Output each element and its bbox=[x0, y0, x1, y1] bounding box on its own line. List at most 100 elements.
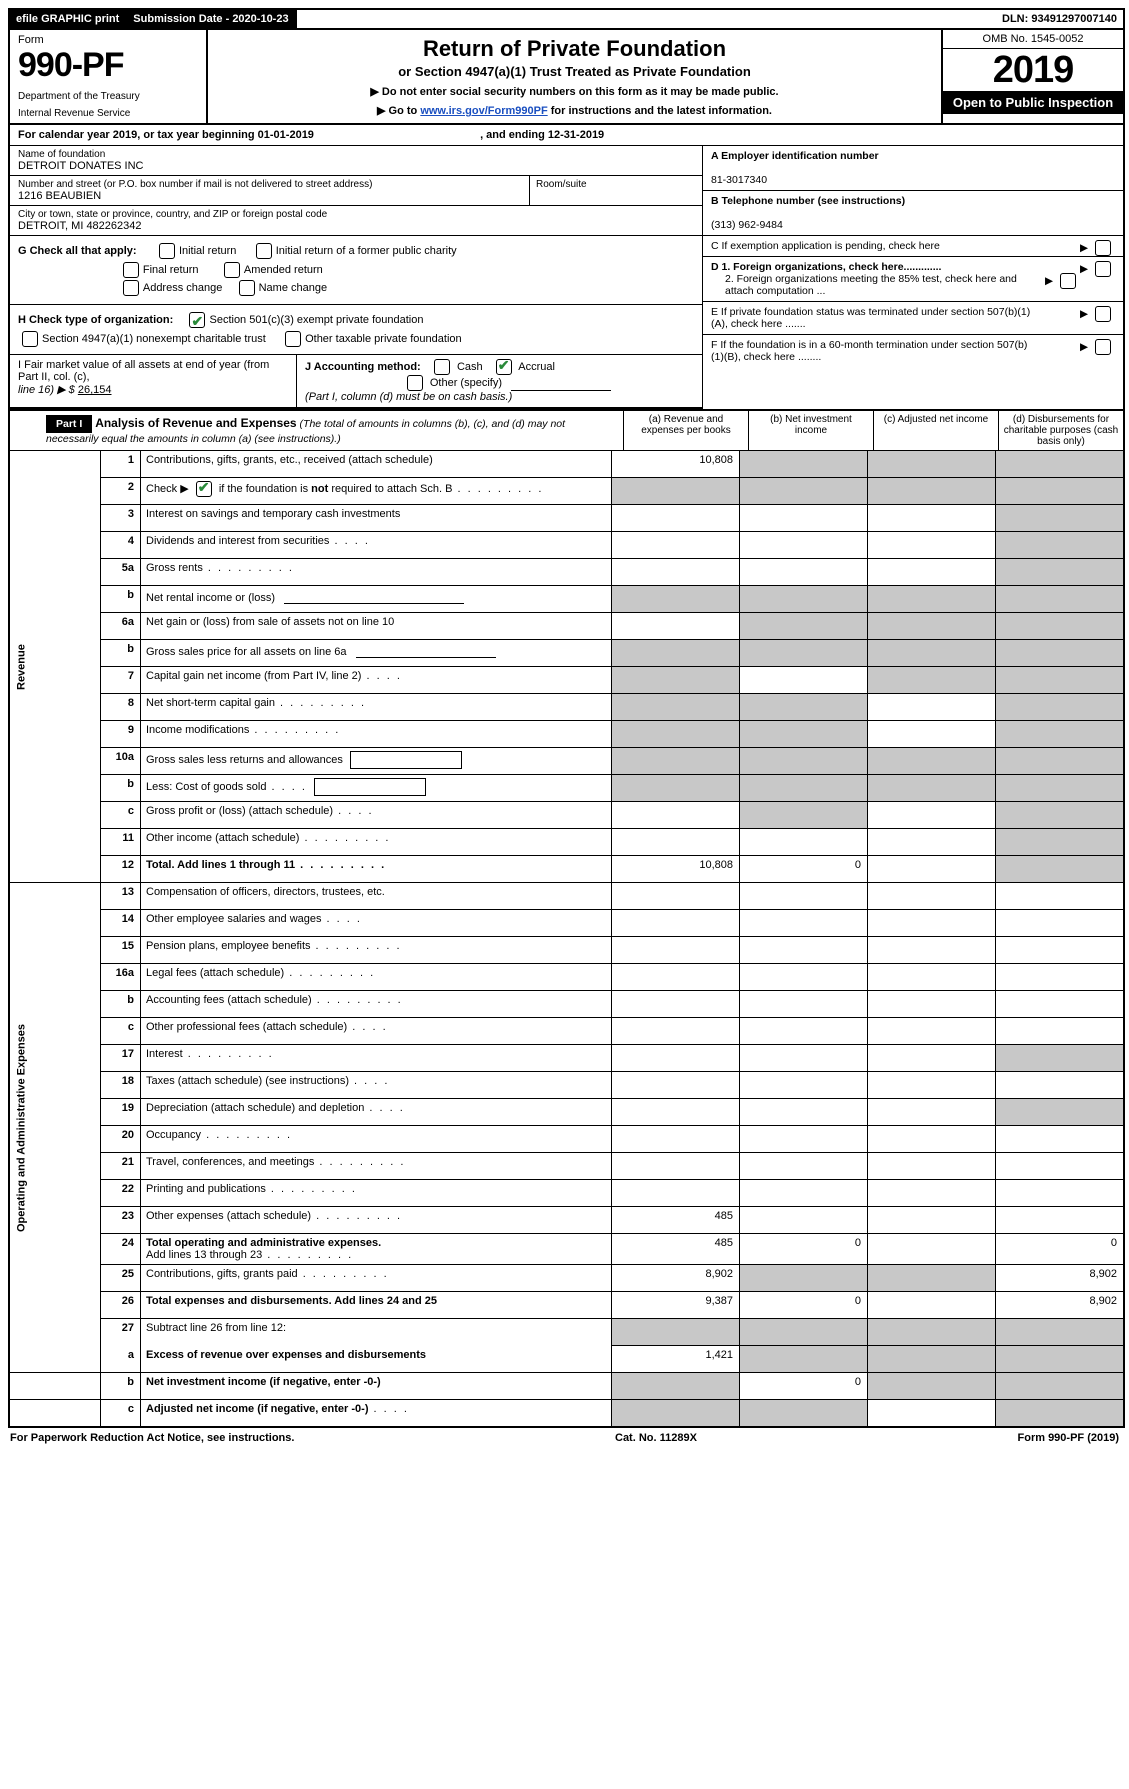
row-27a: aExcess of revenue over expenses and dis… bbox=[10, 1346, 1123, 1373]
calendar-year-row: For calendar year 2019, or tax year begi… bbox=[10, 125, 1123, 146]
l19-t: Depreciation (attach schedule) and deple… bbox=[146, 1102, 364, 1114]
h-o1: Section 501(c)(3) exempt private foundat… bbox=[209, 314, 423, 326]
c-label: C If exemption application is pending, c… bbox=[711, 240, 940, 252]
l9-t: Income modifications bbox=[146, 724, 249, 736]
instr-post: for instructions and the latest informat… bbox=[548, 105, 772, 117]
phone-box: B Telephone number (see instructions) (3… bbox=[703, 191, 1123, 236]
part1-header-row: Part I Analysis of Revenue and Expenses … bbox=[10, 409, 1123, 450]
l7-t: Capital gain net income (from Part IV, l… bbox=[146, 670, 361, 682]
l23-desc: Other expenses (attach schedule) bbox=[141, 1207, 612, 1234]
row-8: 8Net short-term capital gain bbox=[10, 694, 1123, 721]
side-revenue: Revenue bbox=[10, 451, 101, 883]
l19-desc: Depreciation (attach schedule) and deple… bbox=[141, 1099, 612, 1126]
l12-b: 0 bbox=[740, 856, 868, 883]
i-j-row: I Fair market value of all assets at end… bbox=[10, 355, 702, 409]
l4-t: Dividends and interest from securities bbox=[146, 535, 329, 547]
row-13: Operating and Administrative Expenses 13… bbox=[10, 883, 1123, 910]
h-label: H Check type of organization: bbox=[18, 314, 173, 326]
l13-desc: Compensation of officers, directors, tru… bbox=[141, 883, 612, 910]
row-6a: 6aNet gain or (loss) from sale of assets… bbox=[10, 613, 1123, 640]
irs-link[interactable]: www.irs.gov/Form990PF bbox=[420, 105, 547, 117]
f-box: F If the foundation is in a 60-month ter… bbox=[703, 335, 1123, 367]
l6b-desc: Gross sales price for all assets on line… bbox=[141, 640, 612, 667]
l10a-input[interactable] bbox=[350, 751, 462, 769]
h-section: H Check type of organization: Section 50… bbox=[10, 305, 702, 355]
b-label: B Telephone number (see instructions) bbox=[711, 195, 905, 207]
foundation-name-box: Name of foundation DETROIT DONATES INC bbox=[10, 146, 702, 176]
dln: DLN: 93491297007140 bbox=[996, 10, 1123, 28]
header-right: OMB No. 1545-0052 2019 Open to Public In… bbox=[941, 30, 1123, 123]
cb-address-change[interactable] bbox=[123, 280, 139, 296]
form-number: 990-PF bbox=[18, 46, 198, 85]
cat-no: Cat. No. 11289X bbox=[615, 1432, 697, 1444]
cb-initial-return[interactable] bbox=[159, 243, 175, 259]
row-10a: 10aGross sales less returns and allowanc… bbox=[10, 748, 1123, 775]
col-a-head: (a) Revenue and expenses per books bbox=[623, 411, 748, 450]
row-24: 24Total operating and administrative exp… bbox=[10, 1234, 1123, 1265]
l27-desc: Subtract line 26 from line 12: bbox=[141, 1319, 612, 1346]
j-box: J Accounting method: Cash Accrual Other … bbox=[297, 355, 702, 407]
l5b-input[interactable] bbox=[284, 589, 464, 604]
form-990pf: efile GRAPHIC print Submission Date - 20… bbox=[8, 8, 1125, 1428]
e-label: E If private foundation status was termi… bbox=[711, 306, 1031, 330]
cb-other-tax[interactable] bbox=[285, 331, 301, 347]
l1-a: 10,808 bbox=[612, 451, 740, 478]
cb-85pct[interactable] bbox=[1060, 273, 1076, 289]
cb-4947[interactable] bbox=[22, 331, 38, 347]
h-o2: Section 4947(a)(1) nonexempt charitable … bbox=[42, 333, 266, 345]
cb-terminated[interactable] bbox=[1095, 306, 1111, 322]
l5a-desc: Gross rents bbox=[141, 559, 612, 586]
l14-t: Other employee salaries and wages bbox=[146, 913, 321, 925]
instr-pre: ▶ Go to bbox=[377, 105, 420, 117]
l24-d: 0 bbox=[996, 1234, 1124, 1265]
l27a-desc: Excess of revenue over expenses and disb… bbox=[141, 1346, 612, 1373]
cb-exemption-pending[interactable] bbox=[1095, 240, 1111, 256]
address-row: Number and street (or P.O. box number if… bbox=[10, 176, 702, 206]
info-section: Name of foundation DETROIT DONATES INC N… bbox=[10, 146, 1123, 409]
form-subtitle: or Section 4947(a)(1) Trust Treated as P… bbox=[218, 64, 931, 79]
row-16b: bAccounting fees (attach schedule) bbox=[10, 991, 1123, 1018]
l24-t: Total operating and administrative expen… bbox=[146, 1237, 381, 1249]
l10b-input[interactable] bbox=[314, 778, 426, 796]
l5a-t: Gross rents bbox=[146, 562, 203, 574]
row-10b: bLess: Cost of goods sold bbox=[10, 775, 1123, 802]
l26-desc: Total expenses and disbursements. Add li… bbox=[141, 1292, 612, 1319]
l25-a: 8,902 bbox=[612, 1265, 740, 1292]
l21-t: Travel, conferences, and meetings bbox=[146, 1156, 314, 1168]
g-o1b: Initial return of a former public charit… bbox=[276, 245, 457, 257]
l16c-desc: Other professional fees (attach schedule… bbox=[141, 1018, 612, 1045]
l27b-b: 0 bbox=[740, 1373, 868, 1400]
l6b-input[interactable] bbox=[356, 643, 496, 658]
c-box: C If exemption application is pending, c… bbox=[703, 236, 1123, 257]
l12-t: Total. Add lines 1 through 11 bbox=[146, 859, 295, 871]
l1-desc: Contributions, gifts, grants, etc., rece… bbox=[141, 451, 612, 478]
row-25: 25Contributions, gifts, grants paid8,902… bbox=[10, 1265, 1123, 1292]
cb-501c3[interactable] bbox=[189, 312, 205, 328]
cb-accrual[interactable] bbox=[496, 359, 512, 375]
foundation-name: DETROIT DONATES INC bbox=[18, 160, 694, 172]
row-2: 2 Check ▶ if the foundation is not requi… bbox=[10, 478, 1123, 505]
cb-foreign-org[interactable] bbox=[1095, 261, 1111, 277]
l18-desc: Taxes (attach schedule) (see instruction… bbox=[141, 1072, 612, 1099]
cb-other-method[interactable] bbox=[407, 375, 423, 391]
cb-final-return[interactable] bbox=[123, 262, 139, 278]
cb-60month[interactable] bbox=[1095, 339, 1111, 355]
a-label: A Employer identification number bbox=[711, 150, 879, 162]
g-label: G Check all that apply: bbox=[18, 245, 137, 257]
l6b-t: Gross sales price for all assets on line… bbox=[146, 646, 347, 658]
i-line16: line 16) ▶ $ bbox=[18, 384, 75, 396]
l7-desc: Capital gain net income (from Part IV, l… bbox=[141, 667, 612, 694]
f-label: F If the foundation is in a 60-month ter… bbox=[711, 339, 1031, 363]
cb-sch-b[interactable] bbox=[196, 481, 212, 497]
row-15: 15Pension plans, employee benefits bbox=[10, 937, 1123, 964]
cb-name-change[interactable] bbox=[239, 280, 255, 296]
i-box: I Fair market value of all assets at end… bbox=[10, 355, 297, 407]
other-specify-input[interactable] bbox=[511, 376, 611, 391]
l16a-desc: Legal fees (attach schedule) bbox=[141, 964, 612, 991]
cb-amended[interactable] bbox=[224, 262, 240, 278]
cb-initial-former[interactable] bbox=[256, 243, 272, 259]
j-note: (Part I, column (d) must be on cash basi… bbox=[305, 391, 512, 403]
row-20: 20Occupancy bbox=[10, 1126, 1123, 1153]
cb-cash[interactable] bbox=[434, 359, 450, 375]
address-box: Number and street (or P.O. box number if… bbox=[10, 176, 529, 205]
